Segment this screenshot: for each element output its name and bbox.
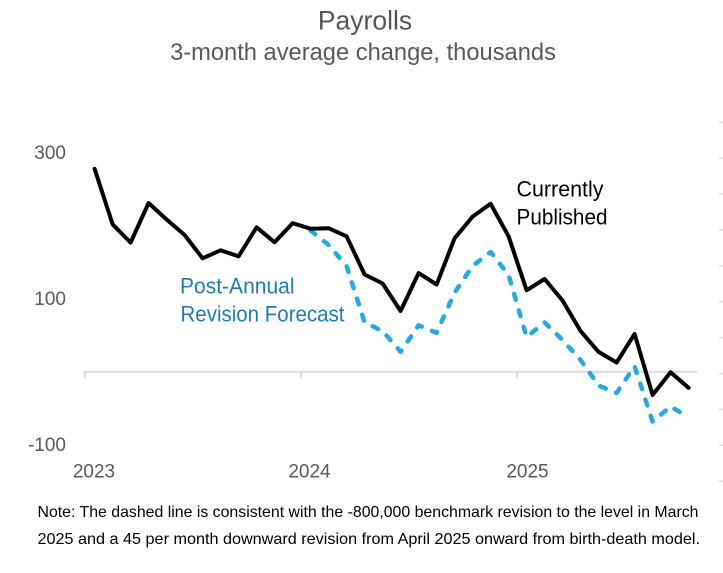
svg-text:2023: 2023 bbox=[73, 462, 115, 483]
svg-text:300: 300 bbox=[34, 143, 66, 164]
svg-text:Payrolls: Payrolls bbox=[318, 6, 412, 36]
svg-text:2024: 2024 bbox=[288, 462, 331, 483]
svg-text:3-month average change, thousa: 3-month average change, thousands bbox=[170, 40, 556, 66]
svg-text:Post-Annual: Post-Annual bbox=[180, 274, 295, 299]
svg-text:Note: The dashed line is consi: Note: The dashed line is consistent with… bbox=[38, 504, 699, 521]
svg-text:Published: Published bbox=[517, 205, 608, 230]
svg-text:Revision Forecast: Revision Forecast bbox=[181, 302, 345, 327]
svg-text:2025: 2025 bbox=[506, 462, 548, 483]
svg-text:Currently: Currently bbox=[517, 177, 604, 202]
svg-text:2025 and a 45 per month downwa: 2025 and a 45 per month downward revisio… bbox=[38, 531, 700, 548]
svg-text:100: 100 bbox=[34, 289, 66, 310]
svg-text:-100: -100 bbox=[28, 435, 66, 456]
